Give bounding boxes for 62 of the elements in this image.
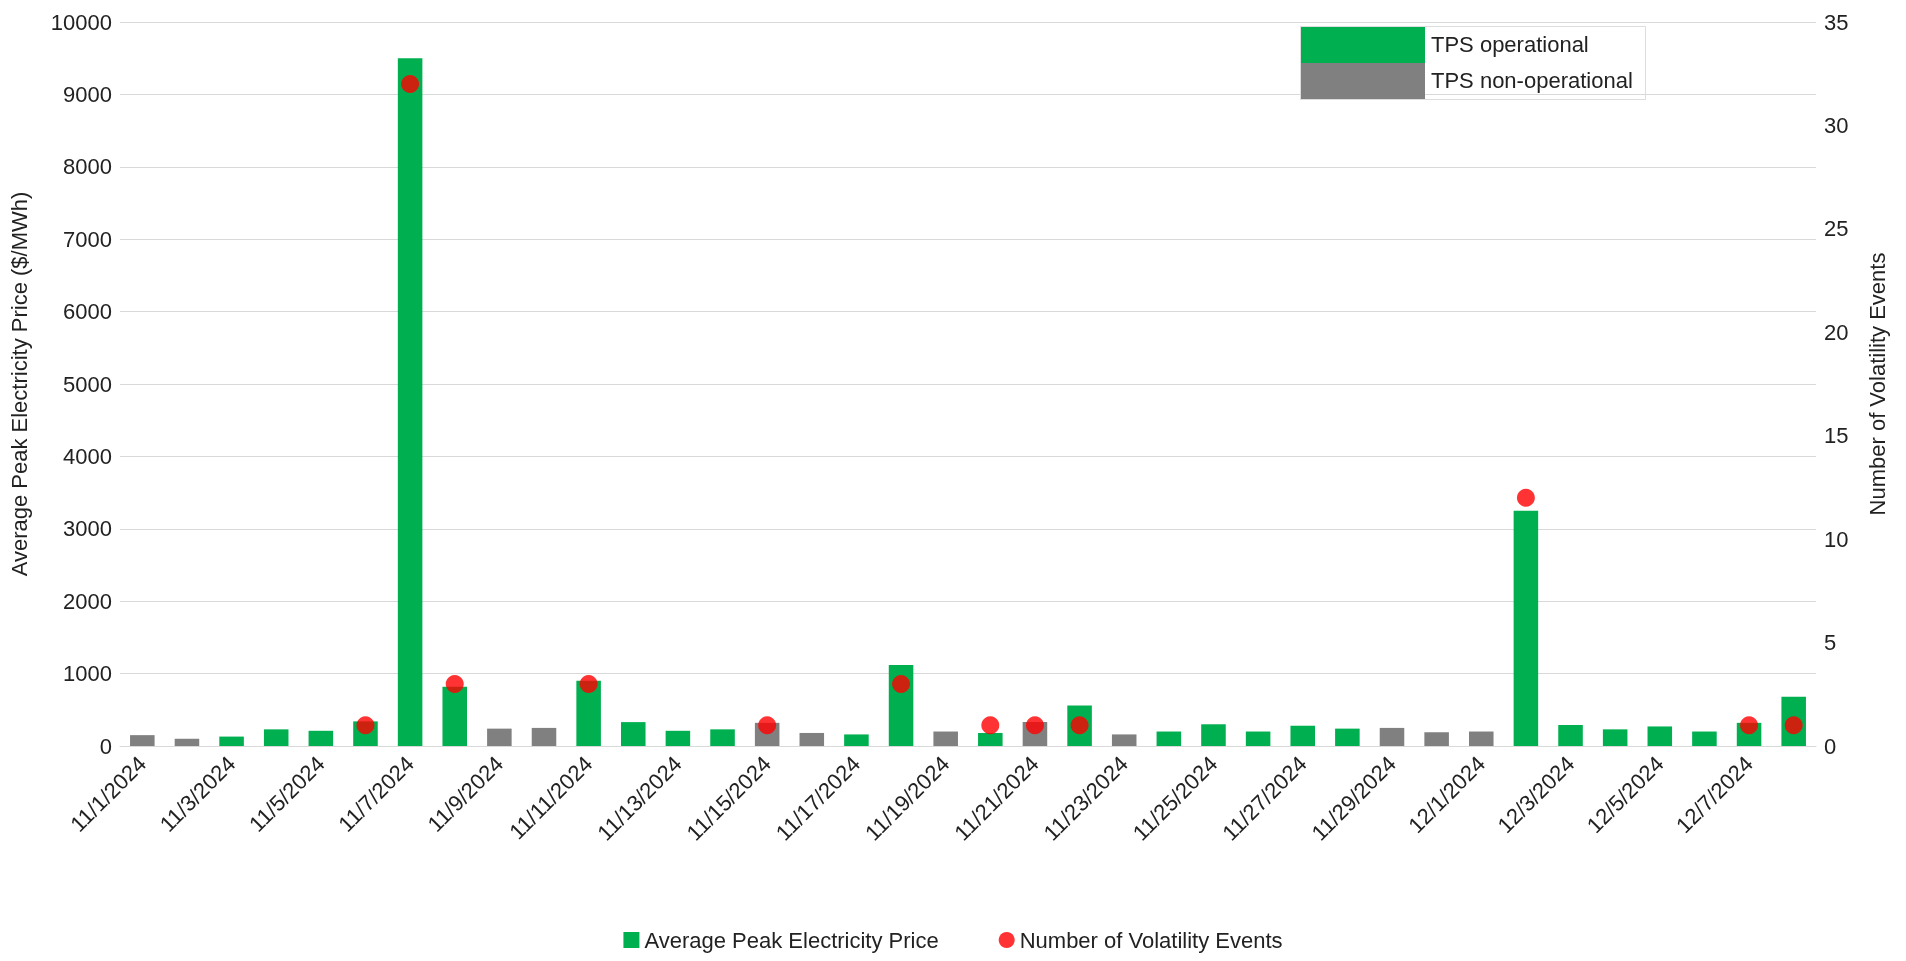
y2-tick-label: 35 bbox=[1824, 9, 1849, 35]
y2-tick-label: 30 bbox=[1824, 112, 1849, 138]
point bbox=[892, 674, 911, 693]
bar bbox=[531, 727, 557, 746]
y2-tick-label: 15 bbox=[1824, 423, 1849, 449]
bar bbox=[174, 738, 200, 746]
bar bbox=[263, 729, 289, 746]
y-tick-label: 4000 bbox=[63, 443, 112, 469]
y-tick-label: 8000 bbox=[63, 154, 112, 180]
bar bbox=[1424, 732, 1449, 746]
point bbox=[579, 674, 598, 693]
y-tick-label: 9000 bbox=[63, 81, 112, 107]
bar bbox=[620, 722, 646, 746]
bar bbox=[933, 731, 958, 746]
legend-label: Number of Volatility Events bbox=[1019, 927, 1283, 953]
y-tick-label: 1000 bbox=[63, 661, 112, 687]
bar bbox=[665, 730, 691, 746]
y2-axis-title: Number of Volatility Events bbox=[1864, 252, 1890, 516]
bar bbox=[1692, 731, 1717, 746]
y-tick-label: 3000 bbox=[63, 516, 112, 542]
bar bbox=[442, 686, 468, 746]
bar bbox=[1335, 728, 1360, 746]
point bbox=[445, 674, 464, 693]
bar bbox=[1111, 734, 1137, 746]
y-tick-label: 2000 bbox=[63, 588, 112, 614]
y-tick-label: 6000 bbox=[63, 299, 112, 325]
bar bbox=[710, 729, 735, 746]
annotation: TPS non-operational bbox=[1431, 68, 1633, 94]
y-axis-title: Average Peak Electricity Price ($/MWh) bbox=[6, 191, 32, 577]
bar bbox=[844, 734, 869, 746]
bar bbox=[1379, 727, 1405, 746]
point bbox=[401, 75, 420, 94]
bar bbox=[1245, 731, 1271, 746]
bar bbox=[1156, 731, 1182, 746]
y2-tick-label: 10 bbox=[1824, 526, 1849, 552]
point bbox=[1516, 488, 1535, 507]
bar bbox=[799, 732, 825, 746]
bar bbox=[1290, 725, 1316, 746]
bar bbox=[130, 735, 155, 746]
y-tick-label: 10000 bbox=[50, 9, 112, 35]
color-key: TPS operational TPS non-operational bbox=[1300, 26, 1646, 100]
y2-tick-label: 0 bbox=[1824, 733, 1837, 759]
y2-tick-label: 5 bbox=[1824, 630, 1837, 656]
point bbox=[981, 716, 1000, 735]
bar bbox=[1558, 725, 1583, 746]
legend-label: Average Peak Electricity Price bbox=[644, 927, 939, 953]
annotation: TPS operational bbox=[1431, 32, 1589, 58]
y-tick-label: 0 bbox=[99, 733, 112, 759]
bar bbox=[1602, 729, 1628, 746]
y2-tick-label: 20 bbox=[1824, 319, 1849, 345]
bar bbox=[1513, 510, 1539, 746]
y2-tick-label: 25 bbox=[1824, 216, 1849, 242]
bar bbox=[1647, 726, 1673, 746]
bar bbox=[219, 736, 244, 746]
y-tick-label: 5000 bbox=[63, 371, 112, 397]
bar bbox=[487, 728, 512, 746]
y-tick-label: 7000 bbox=[63, 226, 112, 252]
bar bbox=[308, 730, 334, 746]
bar bbox=[978, 732, 1003, 746]
bar bbox=[397, 58, 423, 746]
bar bbox=[1468, 731, 1494, 746]
bar bbox=[1201, 724, 1226, 746]
